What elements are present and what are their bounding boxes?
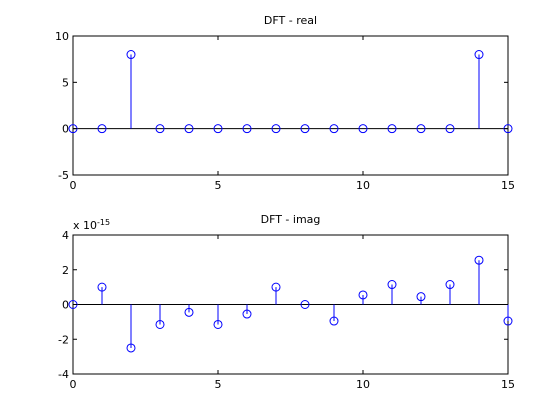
y-tick-label: 5 — [62, 76, 69, 89]
stem-marker — [271, 282, 281, 292]
stem-marker — [184, 124, 194, 134]
axis-ticks: 0 5 10 15 -4 -2 0 2 4 — [58, 229, 515, 391]
chart-title: DFT - imag — [261, 213, 321, 226]
stem-marker — [213, 319, 223, 329]
stem-marker — [358, 290, 368, 300]
stem-marker — [126, 343, 136, 353]
stem-marker — [300, 300, 310, 309]
stem-marker — [445, 124, 455, 134]
x-tick-label: 15 — [501, 378, 515, 391]
exponent-power: -15 — [97, 218, 110, 227]
stem-marker — [155, 124, 165, 134]
y-tick-label: 10 — [55, 30, 69, 43]
y-tick-label: 0 — [62, 299, 69, 312]
stem-marker — [126, 50, 136, 60]
y-tick-label: 0 — [62, 123, 69, 136]
x-tick-label: 10 — [356, 179, 370, 192]
stem-series — [68, 255, 513, 353]
x-tick-label: 5 — [215, 378, 222, 391]
stem-marker — [416, 292, 426, 302]
chart-dft-imag: DFT - imag x 10-15 0 5 10 15 -4 -2 0 2 4 — [58, 213, 515, 391]
stem-marker — [242, 309, 252, 319]
y-tick-label: 2 — [62, 264, 69, 277]
stem-marker — [97, 124, 107, 134]
stem-marker — [329, 316, 339, 326]
y-tick-label: -2 — [58, 333, 69, 346]
exponent-label: x 10-15 — [73, 218, 110, 233]
stem-marker — [271, 124, 281, 134]
y-tick-label: 4 — [62, 229, 69, 242]
stem-marker — [474, 50, 484, 60]
stem-marker — [445, 280, 455, 290]
chart-title: DFT - real — [264, 14, 317, 27]
stem-marker — [300, 124, 310, 134]
stem-marker — [474, 255, 484, 265]
stem-marker — [155, 319, 165, 329]
x-tick-label: 0 — [70, 378, 77, 391]
y-tick-label: -4 — [58, 368, 69, 381]
stem-marker — [387, 124, 397, 134]
x-tick-label: 0 — [70, 179, 77, 192]
stem-marker — [358, 124, 368, 134]
x-tick-label: 15 — [501, 179, 515, 192]
stem-series — [68, 50, 513, 134]
x-tick-label: 5 — [215, 179, 222, 192]
stem-marker — [184, 307, 194, 317]
x-tick-label: 10 — [356, 378, 370, 391]
stem-marker — [329, 124, 339, 134]
stem-marker — [213, 124, 223, 134]
plot-area — [72, 35, 509, 176]
y-tick-label: -5 — [58, 169, 69, 182]
exponent-base: x 10 — [73, 219, 97, 232]
stem-marker — [97, 282, 107, 292]
stem-marker — [242, 124, 252, 134]
stem-marker — [503, 316, 513, 326]
stem-marker — [387, 280, 397, 290]
stem-marker — [416, 124, 426, 134]
